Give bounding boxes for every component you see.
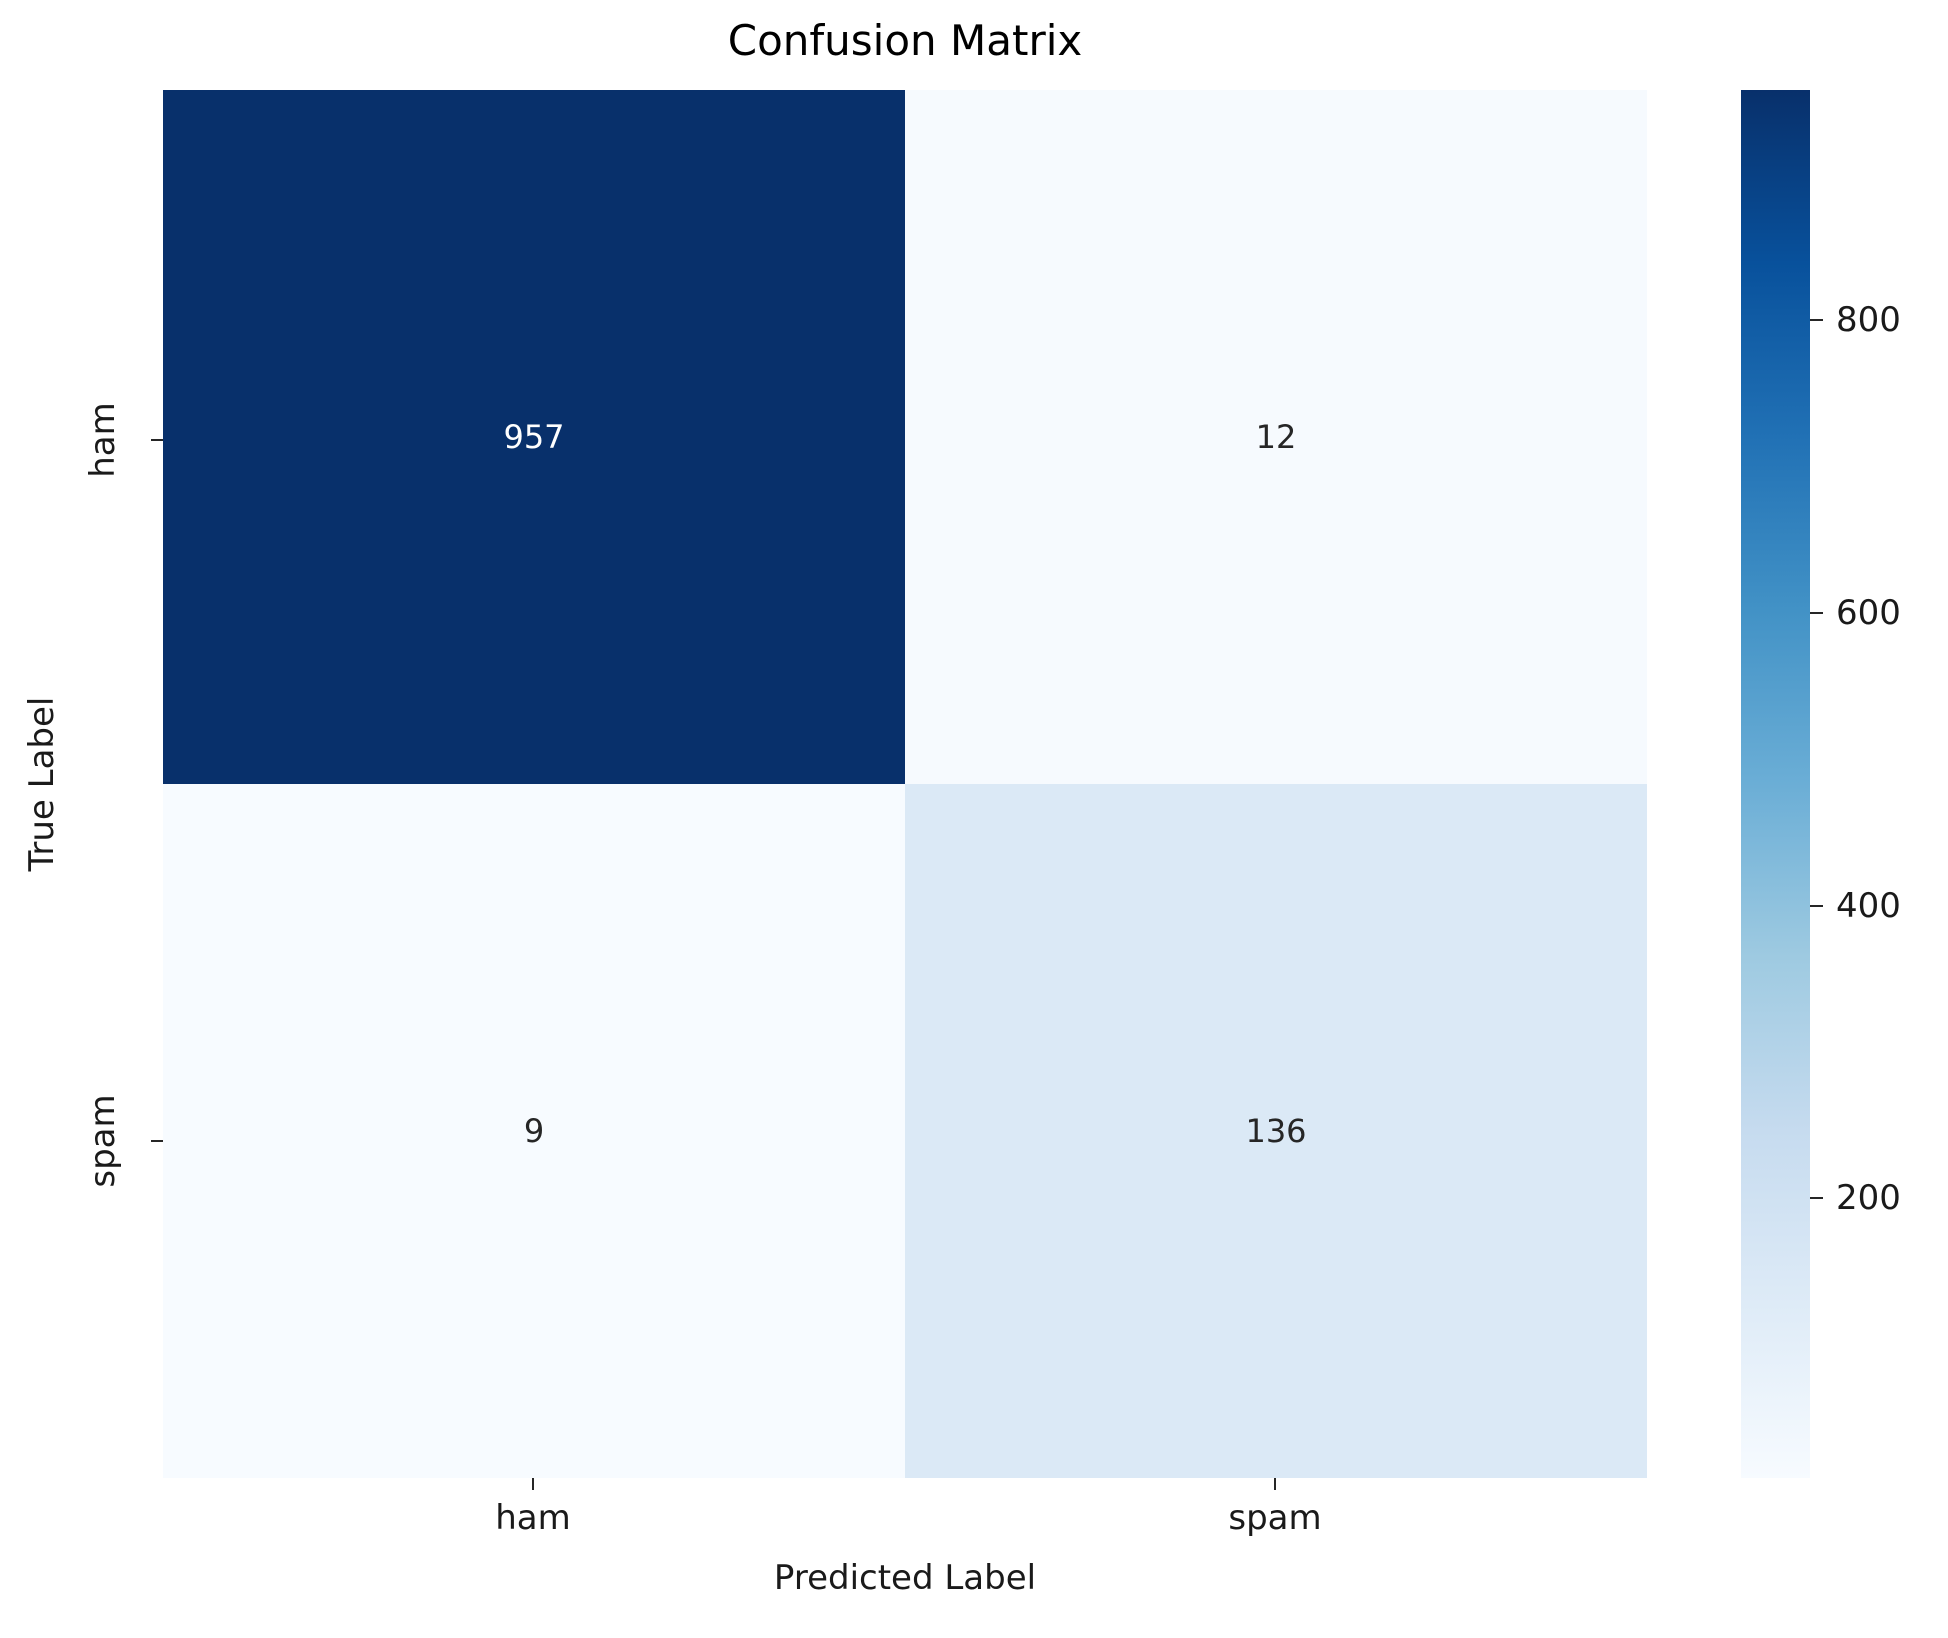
cell-value: 9: [523, 1112, 545, 1150]
heatmap-cell-ham-spam: 12: [905, 90, 1647, 784]
x-tick-mark-ham: [532, 1478, 534, 1490]
colorbar-tick-mark-200: [1810, 1197, 1823, 1199]
y-axis-label: True Label: [22, 696, 62, 872]
heatmap-cell-spam-spam: 136: [905, 784, 1647, 1478]
cell-value: 136: [1245, 1112, 1307, 1150]
y-tick-label-ham: ham: [83, 402, 123, 478]
heatmap-plot: 957 12 9 136: [163, 90, 1647, 1478]
heatmap-cell-spam-ham: 9: [163, 784, 905, 1478]
y-tick-mark-ham: [151, 439, 163, 441]
cell-value: 12: [1255, 418, 1297, 456]
colorbar-tick-mark-400: [1810, 905, 1823, 907]
colorbar-tick-label-600: 600: [1836, 593, 1901, 633]
x-tick-mark-spam: [1274, 1478, 1276, 1490]
colorbar-tick-mark-600: [1810, 612, 1823, 614]
heatmap-cell-ham-ham: 957: [163, 90, 905, 784]
chart-title: Confusion Matrix: [727, 16, 1083, 65]
colorbar-tick-mark-800: [1810, 319, 1823, 321]
x-tick-label-spam: spam: [1228, 1498, 1322, 1538]
y-tick-label-spam: spam: [83, 1094, 123, 1188]
colorbar-tick-label-200: 200: [1836, 1178, 1901, 1218]
colorbar-tick-label-400: 400: [1836, 886, 1901, 926]
colorbar-tick-label-800: 800: [1836, 300, 1901, 340]
x-tick-label-ham: ham: [495, 1498, 571, 1538]
y-tick-mark-spam: [151, 1140, 163, 1142]
x-axis-label: Predicted Label: [773, 1558, 1037, 1598]
colorbar-gradient: [1741, 90, 1810, 1478]
cell-value: 957: [503, 418, 565, 456]
